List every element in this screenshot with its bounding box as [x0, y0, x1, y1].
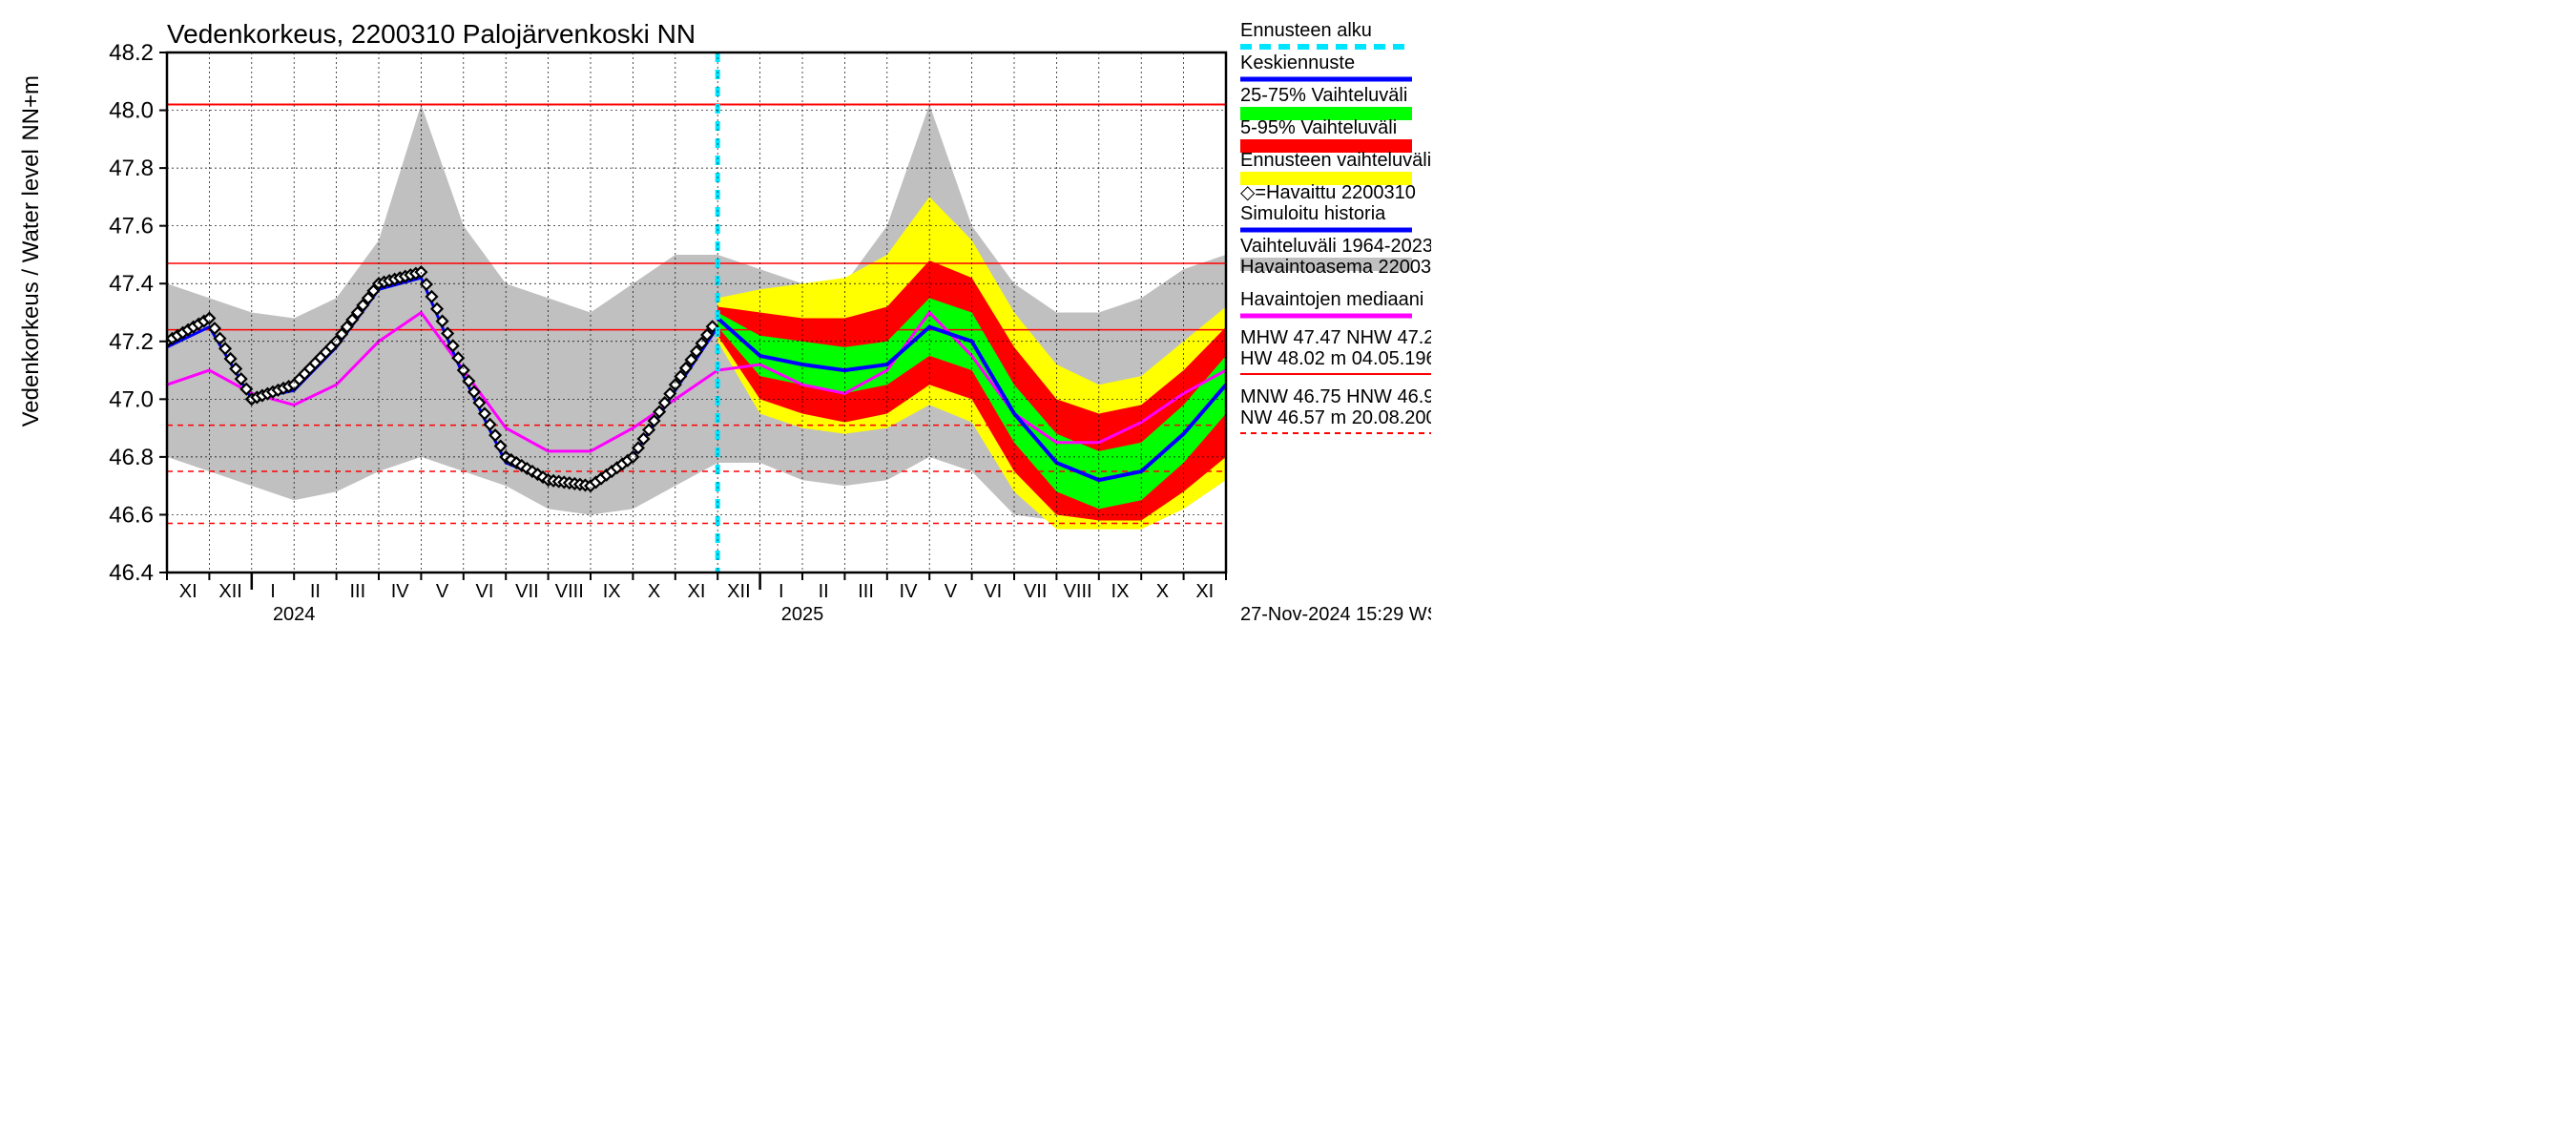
y-tick-label: 47.0: [109, 386, 154, 412]
x-tick-label: VII: [515, 581, 538, 602]
legend-label: Ennusteen vaihteluväli: [1240, 150, 1431, 171]
y-tick-label: 48.2: [109, 40, 154, 66]
y-tick-label: 46.8: [109, 445, 154, 470]
y-tick-label: 47.2: [109, 329, 154, 355]
legend-label: Keskiennuste: [1240, 52, 1355, 73]
x-tick-label: X: [648, 581, 660, 602]
year-label: 2024: [273, 604, 316, 625]
legend-stats-line: MHW 47.47 NHW 47.24: [1240, 327, 1431, 348]
legend-label: Ennusteen alku: [1240, 20, 1372, 41]
x-tick-label: XII: [727, 581, 750, 602]
x-tick-label: VI: [476, 581, 494, 602]
x-tick-label: I: [270, 581, 276, 602]
x-tick-label: IV: [391, 581, 410, 602]
legend-label: Havaintojen mediaani: [1240, 289, 1423, 310]
y-tick-label: 46.6: [109, 502, 154, 528]
legend-stats-line: MNW 46.75 HNW 46.91: [1240, 386, 1431, 407]
legend-stats-line: NW 46.57 m 20.08.2006: [1240, 407, 1431, 428]
legend-label: Havaintoasema 2200310: [1240, 257, 1431, 278]
x-tick-label: XI: [688, 581, 706, 602]
footer-timestamp: 27-Nov-2024 15:29 WSFS-O: [1240, 604, 1431, 625]
x-tick-label: III: [349, 581, 365, 602]
legend-stats-line: HW 48.02 m 04.05.1966: [1240, 348, 1431, 369]
x-tick-label: I: [779, 581, 784, 602]
x-tick-label: VII: [1024, 581, 1047, 602]
x-tick-label: X: [1156, 581, 1169, 602]
x-tick-label: IV: [900, 581, 919, 602]
x-tick-label: XII: [218, 581, 241, 602]
y-tick-label: 47.6: [109, 214, 154, 239]
x-tick-label: V: [436, 581, 449, 602]
x-tick-label: XI: [1195, 581, 1214, 602]
legend-label: 5-95% Vaihteluväli: [1240, 117, 1397, 138]
x-tick-label: XI: [179, 581, 197, 602]
x-tick-label: VIII: [555, 581, 584, 602]
y-tick-label: 46.4: [109, 560, 154, 586]
water-level-chart: 46.4 46.6 46.8 47.0 47.2 47.4 47.6 47.8 48.0 48.2…: [0, 0, 1431, 636]
y-axis-label-unit: NN+m: [18, 75, 44, 141]
x-tick-label: VIII: [1064, 581, 1092, 602]
y-tick-label: 47.8: [109, 156, 154, 181]
y-axis-label-main: Vedenkorkeus / Water level: [18, 149, 44, 427]
x-tick-label: VI: [984, 581, 1002, 602]
year-label: 2025: [781, 604, 824, 625]
x-tick-label: II: [310, 581, 321, 602]
legend-label: 25-75% Vaihteluväli: [1240, 85, 1407, 106]
x-tick-label: IX: [603, 581, 621, 602]
x-tick-label: V: [945, 581, 958, 602]
x-tick-label: IX: [1111, 581, 1130, 602]
y-tick-label: 48.0: [109, 98, 154, 124]
legend-label: Simuloitu historia: [1240, 203, 1386, 224]
x-tick-label: II: [819, 581, 829, 602]
chart-title: Vedenkorkeus, 2200310 Palojärvenkoski NN: [167, 19, 696, 49]
y-tick-label: 47.4: [109, 271, 154, 297]
x-tick-label: III: [858, 581, 874, 602]
legend-label: Vaihteluväli 1964-2023: [1240, 236, 1431, 257]
legend-label: ◇=Havaittu 2200310: [1240, 182, 1416, 203]
chart-container: 46.4 46.6 46.8 47.0 47.2 47.4 47.6 47.8 48.0 48.2…: [0, 0, 1431, 636]
